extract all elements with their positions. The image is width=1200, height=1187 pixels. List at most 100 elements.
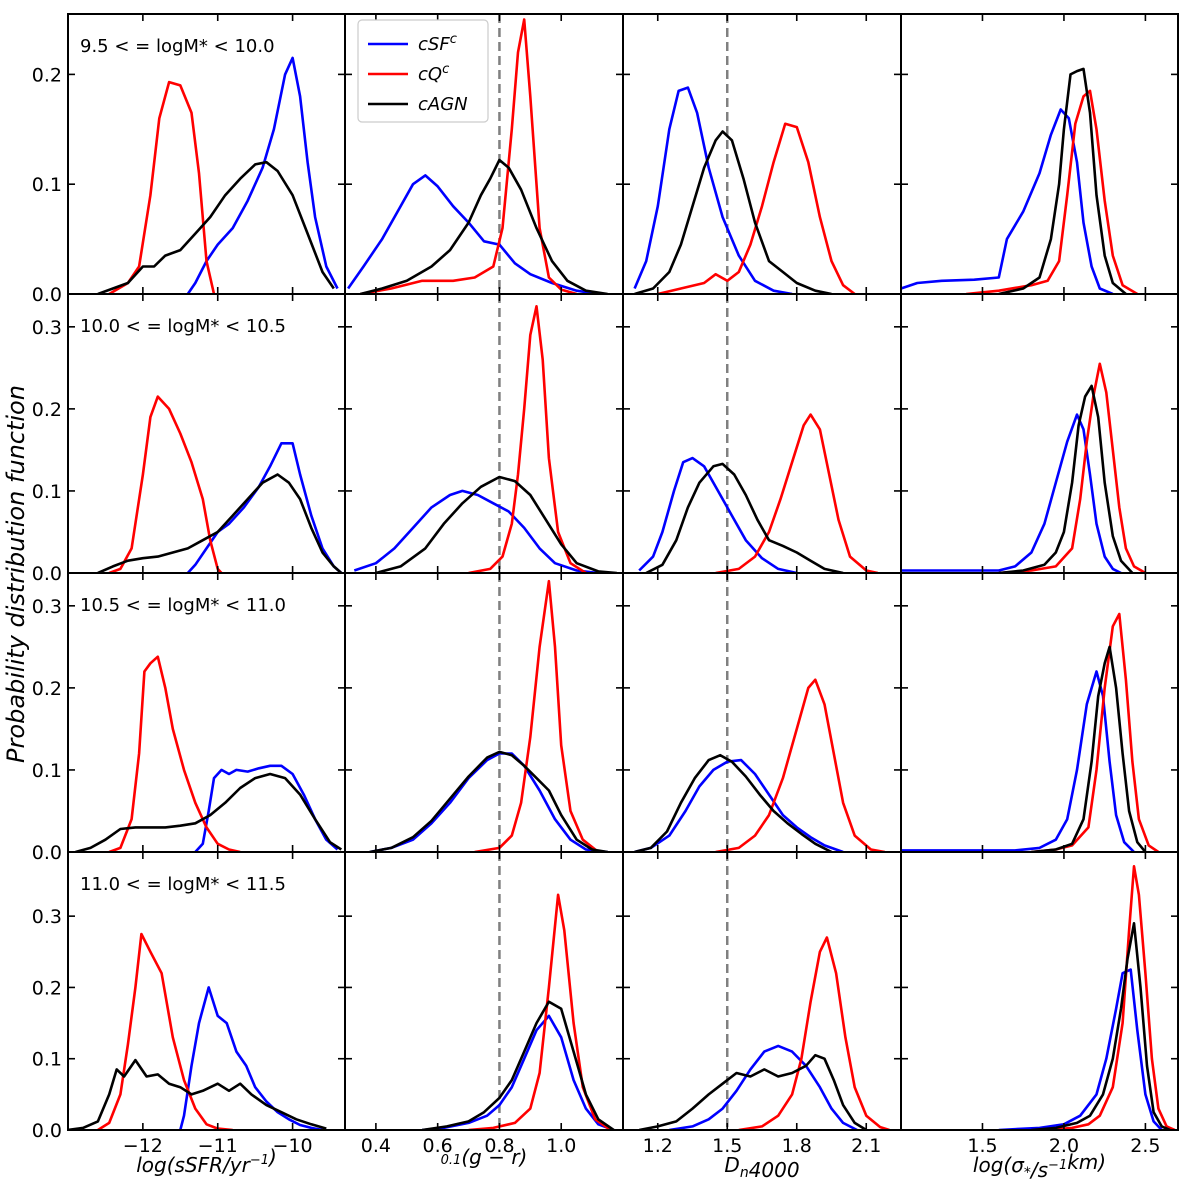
x-tick-label: 1.2 (643, 1135, 673, 1157)
y-tick-label: 0.3 (32, 596, 62, 618)
curves (633, 86, 856, 294)
series-line-cq (468, 304, 587, 573)
axis-label-part: −1 (1048, 1158, 1067, 1173)
x-tick-label: 0.8 (484, 1135, 514, 1157)
y-tick-label: 0.2 (32, 678, 62, 700)
y-tick-label: 0.0 (32, 842, 62, 864)
series-line-cq (657, 122, 856, 294)
axis-label-part: (g − r) (461, 1145, 527, 1169)
legend-box (357, 19, 489, 123)
x-tick-label: −11 (198, 1135, 238, 1157)
x-axis-label-ssfr: log(sSFR/yr−1) (136, 1145, 277, 1177)
panel-frame (900, 851, 1179, 1131)
series-line-csf (353, 489, 599, 573)
curves (68, 932, 327, 1130)
series-line-cq (1031, 612, 1160, 852)
panel-r3-c3: 1.5 2.0 2.5 (900, 851, 1179, 1157)
series-line-cq (108, 80, 216, 294)
series-line-cagn (97, 473, 343, 573)
x-tick-label: 2.1 (851, 1135, 881, 1157)
x-tick-label: 1.5 (967, 1135, 997, 1157)
panel-r1-c3 (900, 293, 1179, 574)
curves (634, 678, 886, 852)
series-line-cq (998, 362, 1147, 573)
series-line-cagn (375, 475, 617, 573)
legend-label: cAGN (418, 94, 468, 115)
series-line-csf (669, 1044, 858, 1130)
axis-label-part: ) (267, 1145, 277, 1169)
axis-label-part: log(sSFR/yr (136, 1153, 251, 1177)
y-tick-label: 0.0 (32, 1120, 62, 1142)
series-line-csf (638, 456, 798, 573)
curves (97, 395, 343, 573)
x-tick-label: 1.0 (546, 1135, 576, 1157)
mass-bin-label: 10.0 < = logM* < 10.5 (80, 316, 286, 337)
series-line-cagn (1031, 921, 1171, 1130)
legend-label: cQc (418, 62, 449, 85)
x-tick-label: 1.8 (782, 1135, 812, 1157)
series-line-cq (738, 936, 890, 1130)
series-line-cq (108, 655, 241, 852)
y-tick-label: 0.2 (32, 64, 62, 86)
y-tick-label: 0.0 (32, 284, 62, 306)
curves (901, 67, 1138, 294)
series-line-cagn (998, 67, 1127, 294)
series-line-cagn (369, 750, 608, 852)
curves (901, 362, 1147, 573)
series-line-cagn (422, 1000, 615, 1130)
y-tick-label: 0.1 (32, 174, 62, 196)
panel-r3-c1: 0.4 0.6 0.8 1.0 (344, 851, 624, 1157)
series-line-cq (108, 395, 223, 573)
series-line-cq (360, 18, 578, 294)
y-tick-label: 0.3 (32, 906, 62, 928)
mass-bin-label: 10.5 < = logM* < 11.0 (80, 595, 286, 616)
series-line-csf (633, 86, 793, 294)
curves (901, 612, 1160, 852)
x-tick-label: −10 (273, 1135, 313, 1157)
axis-label-part: * (1024, 1165, 1031, 1181)
axis-label-part: n (740, 1165, 749, 1181)
legend-label: cSFc (418, 32, 457, 55)
axis-label-part: −1 (250, 1153, 269, 1168)
curves (353, 304, 617, 573)
x-tick-label: 1.5 (712, 1135, 742, 1157)
x-tick-label: −12 (123, 1135, 163, 1157)
series-line-cagn (97, 160, 335, 294)
y-tick-label: 0.1 (32, 1049, 62, 1071)
curves (638, 413, 879, 573)
axis-label-part: D (724, 1153, 739, 1177)
y-tick-label: 0.3 (32, 317, 62, 339)
y-tick-label: 0.1 (32, 760, 62, 782)
panel-grid: 0.00.10.29.5 < = logM* < 10.00.00.10.20.… (32, 13, 1179, 1182)
series-line-csf (634, 758, 844, 852)
axis-label-part: km) (1067, 1150, 1106, 1174)
series-line-cagn (998, 384, 1134, 573)
series-line-cagn (68, 1058, 327, 1130)
series-line-cq (715, 678, 886, 852)
series-line-csf (369, 752, 608, 852)
x-tick-label: 2.0 (1049, 1135, 1079, 1157)
x-axis-label-sigma: log(σ*/s−1km) (973, 1150, 1106, 1182)
legend: cSFc cQc cAGN (357, 19, 489, 123)
series-line-csf (347, 174, 599, 294)
series-line-cq (1047, 864, 1176, 1130)
curves (97, 56, 339, 294)
series-line-cq (715, 413, 879, 573)
series-line-csf (901, 108, 1114, 294)
mass-bin-label: 9.5 < = logM* < 10.0 (80, 36, 275, 57)
x-axis-label-color: 0.1(g − r) (441, 1145, 528, 1169)
series-line-cagn (638, 1053, 867, 1130)
series-line-csf (901, 670, 1135, 852)
x-tick-label: 0.6 (423, 1135, 453, 1157)
series-line-cq (97, 932, 233, 1130)
panel-r0-c0: 0.0 0.1 0.2 9.5 < = logM* < 10.0 (32, 13, 346, 306)
series-line-csf (901, 413, 1122, 573)
axis-label-part: /s (1029, 1158, 1048, 1182)
mass-bin-label: 11.0 < = logM* < 11.5 (80, 874, 286, 895)
y-axis-label: Probability distribution function (2, 385, 30, 763)
series-line-cq (966, 89, 1138, 294)
series-line-cagn (1031, 645, 1147, 852)
series-line-csf (422, 1014, 615, 1130)
